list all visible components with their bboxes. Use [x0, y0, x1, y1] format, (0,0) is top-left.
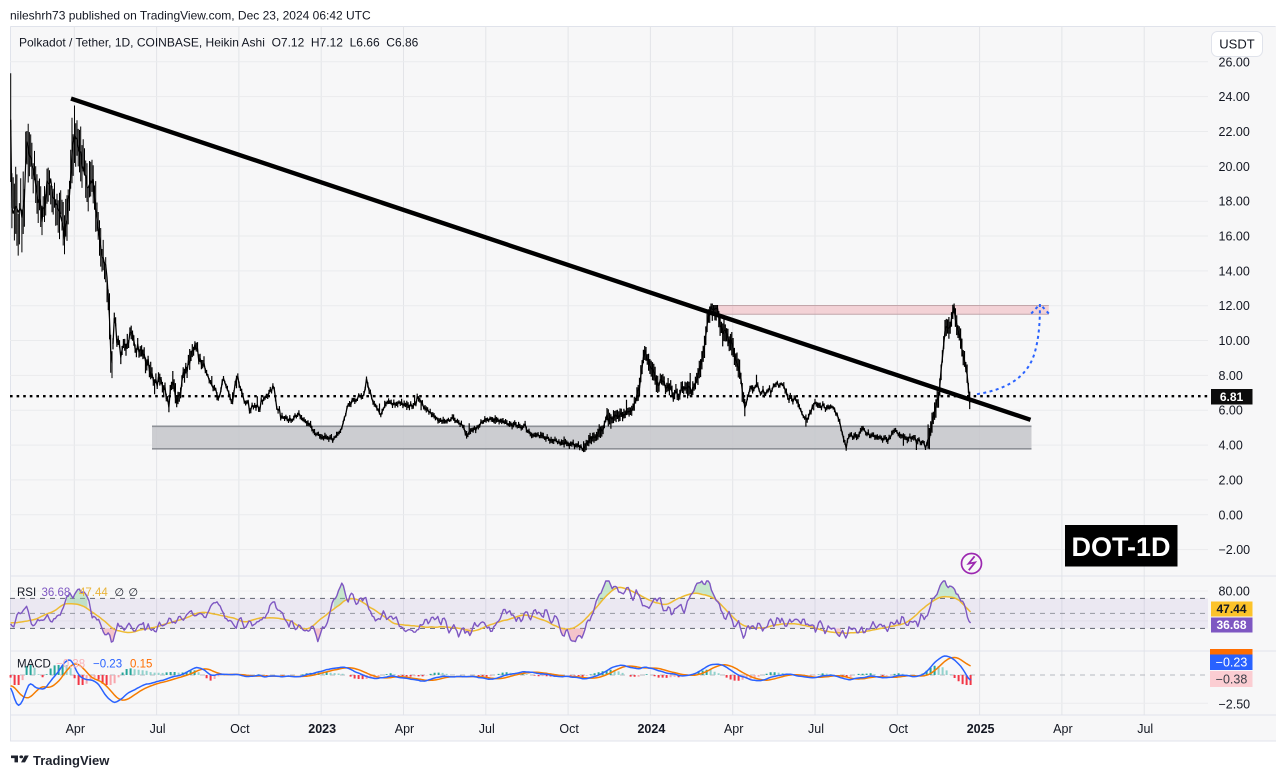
svg-text:Apr: Apr: [66, 722, 85, 736]
svg-text:∅: ∅: [115, 587, 125, 599]
svg-text:−0.23: −0.23: [93, 659, 122, 671]
svg-text:16.00: 16.00: [1219, 230, 1250, 244]
svg-text:0.00: 0.00: [1219, 508, 1243, 522]
svg-text:−2.00: −2.00: [1219, 543, 1251, 557]
svg-text:14.00: 14.00: [1219, 264, 1250, 278]
svg-text:Oct: Oct: [559, 722, 579, 736]
svg-text:Oct: Oct: [230, 722, 250, 736]
svg-text:2.00: 2.00: [1219, 473, 1243, 487]
svg-text:36.68: 36.68: [1216, 618, 1246, 632]
svg-text:Oct: Oct: [889, 722, 909, 736]
svg-text:Jul: Jul: [1137, 722, 1153, 736]
svg-text:−0.38: −0.38: [56, 659, 85, 671]
svg-text:Polkadot / Tether, 1D, COINBAS: Polkadot / Tether, 1D, COINBASE, Heikin …: [19, 36, 419, 50]
svg-text:2025: 2025: [967, 722, 995, 736]
svg-text:6.00: 6.00: [1219, 404, 1243, 418]
svg-text:−2.50: −2.50: [1219, 698, 1251, 712]
svg-text:12.00: 12.00: [1219, 299, 1250, 313]
svg-text:8.00: 8.00: [1219, 369, 1243, 383]
svg-text:6.81: 6.81: [1220, 390, 1244, 404]
svg-text:10.00: 10.00: [1219, 334, 1250, 348]
svg-text:0.15: 0.15: [130, 659, 152, 671]
svg-text:Apr: Apr: [1053, 722, 1072, 736]
svg-text:USDT: USDT: [1219, 37, 1254, 52]
svg-text:Apr: Apr: [724, 722, 743, 736]
svg-text:Apr: Apr: [395, 722, 414, 736]
svg-text:47.44: 47.44: [79, 587, 108, 599]
svg-text:RSI: RSI: [17, 587, 36, 599]
svg-text:36.68: 36.68: [42, 587, 71, 599]
svg-text:Jul: Jul: [808, 722, 824, 736]
svg-text:DOT-1D: DOT-1D: [1071, 532, 1170, 562]
svg-text:80.00: 80.00: [1219, 585, 1250, 599]
svg-text:nileshrh73 published on Tradin: nileshrh73 published on TradingView.com,…: [10, 9, 371, 23]
svg-text:TradingView: TradingView: [33, 753, 110, 768]
svg-text:MACD: MACD: [17, 659, 51, 671]
svg-text:Jul: Jul: [479, 722, 495, 736]
svg-text:−0.23: −0.23: [1216, 656, 1248, 670]
svg-text:Jul: Jul: [150, 722, 166, 736]
svg-text:18.00: 18.00: [1219, 195, 1250, 209]
svg-text:∅: ∅: [129, 587, 139, 599]
svg-text:22.00: 22.00: [1219, 125, 1250, 139]
svg-text:24.00: 24.00: [1219, 90, 1250, 104]
svg-text:−0.38: −0.38: [1216, 672, 1248, 686]
svg-text:4.00: 4.00: [1219, 439, 1243, 453]
svg-text:26.00: 26.00: [1219, 55, 1250, 69]
svg-text:47.44: 47.44: [1216, 602, 1246, 616]
svg-text:2023: 2023: [308, 722, 336, 736]
svg-text:2024: 2024: [637, 722, 665, 736]
svg-text:20.00: 20.00: [1219, 160, 1250, 174]
